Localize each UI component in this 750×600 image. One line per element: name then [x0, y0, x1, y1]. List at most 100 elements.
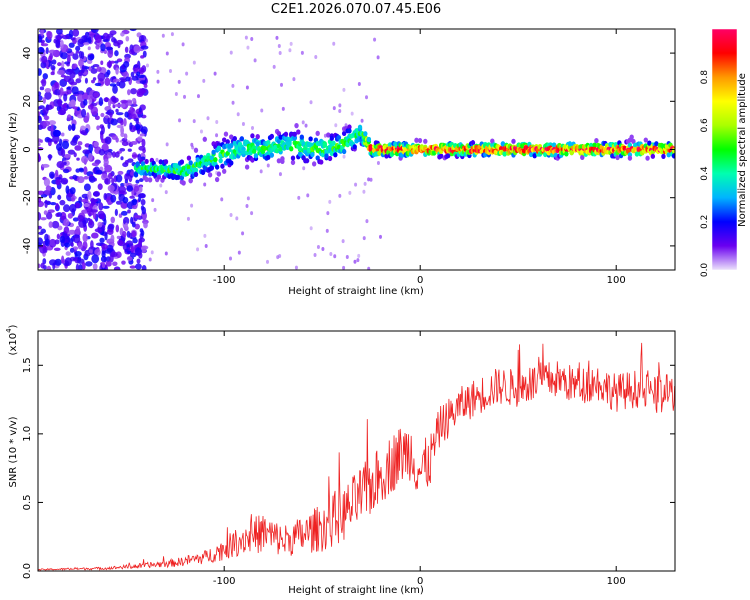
heatmap-cell	[41, 55, 48, 64]
heatmap-cell	[294, 123, 299, 129]
heatmap-cell	[165, 51, 169, 56]
heatmap-cell	[69, 203, 77, 213]
heatmap-cell	[75, 50, 80, 54]
heatmap-cell	[61, 255, 65, 264]
heatmap-cell	[97, 183, 103, 190]
heatmap-cell	[151, 198, 155, 203]
heatmap-cell	[115, 200, 122, 205]
heatmap-cell	[52, 129, 61, 137]
heatmap-cell	[90, 65, 95, 69]
heatmap-cell	[276, 158, 282, 164]
heatmap-cell	[245, 85, 249, 90]
heatmap-cell	[671, 147, 675, 154]
heatmap-cell	[45, 211, 53, 220]
heatmap-cell	[40, 194, 48, 198]
heatmap-cell	[94, 115, 100, 121]
heatmap-cell	[118, 213, 123, 218]
heatmap-cell	[57, 194, 62, 200]
heatmap-cell	[134, 223, 140, 230]
heatmap-cell	[60, 148, 66, 158]
heatmap-cell	[81, 64, 85, 74]
heatmap-cell	[126, 185, 134, 192]
heatmap-cell	[43, 115, 50, 121]
y-tick-label: 1.5	[22, 357, 33, 373]
heatmap-cell	[300, 50, 304, 55]
heatmap-cell	[532, 153, 537, 159]
heatmap-cell	[283, 135, 289, 141]
heatmap-cell	[127, 89, 131, 96]
heatmap-cell	[211, 149, 216, 155]
heatmap-cell	[431, 150, 437, 156]
heatmap-cell	[39, 86, 45, 91]
heatmap-cell	[366, 136, 372, 143]
heatmap-cell	[81, 198, 89, 203]
heatmap-cell	[79, 168, 84, 173]
heatmap-cell	[70, 241, 74, 248]
heatmap-cell	[345, 255, 349, 260]
heatmap-cell	[120, 119, 124, 126]
heatmap-cell	[68, 229, 76, 235]
heatmap-cell	[49, 202, 57, 206]
heatmap-cell	[290, 155, 296, 161]
heatmap-cell	[309, 226, 313, 231]
heatmap-cell	[91, 232, 99, 239]
heatmap-cell	[93, 92, 100, 98]
heatmap-cell	[140, 126, 148, 135]
heatmap-cell	[108, 223, 115, 230]
heatmap-cell	[362, 236, 366, 241]
heatmap-cell	[44, 88, 52, 93]
heatmap-cell	[130, 71, 135, 78]
heatmap-cell	[60, 177, 69, 185]
heatmap-cell	[231, 83, 235, 88]
heatmap-cell	[125, 35, 130, 42]
y-tick-label: -20	[22, 190, 33, 206]
heatmap-cell	[124, 222, 129, 230]
heatmap-cell	[120, 103, 126, 108]
heatmap-cell	[107, 98, 112, 108]
heatmap-cell	[181, 42, 185, 47]
heatmap-cell	[214, 176, 220, 183]
heatmap-cell	[59, 39, 64, 49]
heatmap-cell	[38, 46, 45, 55]
heatmap-cell	[329, 135, 335, 141]
heatmap-cell	[77, 176, 85, 184]
heatmap-cell	[121, 141, 129, 147]
heatmap-cell	[115, 267, 119, 270]
heatmap-cell	[163, 159, 169, 165]
heatmap-cell	[112, 261, 118, 267]
heatmap-cell	[338, 109, 342, 114]
heatmap-cell	[140, 55, 145, 59]
heatmap-cell	[156, 79, 160, 84]
snr-scale-base: (x10	[8, 333, 19, 356]
colorbar-tick-label: 0.2	[700, 215, 710, 229]
heatmap-cell	[122, 230, 127, 238]
heatmap-cell	[315, 130, 320, 136]
heatmap-cell	[239, 136, 245, 142]
heatmap-cell	[56, 160, 65, 169]
heatmap-cell	[111, 177, 115, 184]
heatmap-cell	[124, 173, 129, 181]
heatmap-cell	[311, 161, 317, 167]
heatmap-cell	[107, 122, 111, 129]
heatmap-cell	[259, 169, 263, 174]
heatmap-cell	[333, 254, 337, 259]
heatmap-cell	[57, 98, 62, 107]
page-title: C2E1.2026.070.07.45.E06	[270, 2, 442, 17]
heatmap-cell	[88, 249, 93, 254]
x-tick-label: 100	[607, 275, 626, 286]
heatmap-cell	[321, 247, 325, 252]
x-tick-label: 0	[417, 275, 423, 286]
spectrogram-x-label: Height of straight line (km)	[288, 286, 424, 297]
heatmap-cell	[38, 196, 42, 203]
heatmap-cell	[103, 218, 107, 226]
heatmap-cell	[124, 46, 129, 53]
heatmap-cell	[129, 252, 137, 258]
spectrogram-panel: -100 0 100 -40 -20 0 20 40 Height of straight …	[8, 28, 676, 297]
heatmap-cell	[376, 160, 380, 165]
heatmap-cell	[141, 265, 147, 270]
heatmap-cell	[77, 38, 85, 48]
heatmap-cell	[229, 50, 233, 55]
heatmap-cell	[81, 108, 87, 118]
heatmap-cell	[331, 140, 336, 146]
heatmap-cell	[129, 122, 133, 130]
